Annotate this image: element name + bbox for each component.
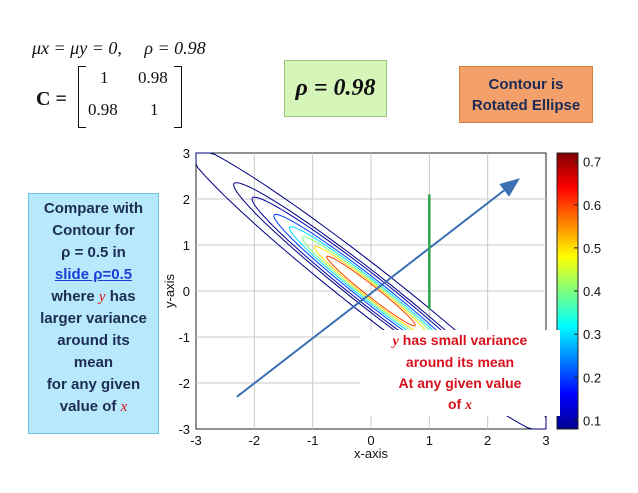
matrix-cell: 0.98 [88,100,118,119]
compare-text: value of [59,398,117,415]
x-tick-label: 3 [542,433,549,448]
covariance-matrix: 1 0.98 0.98 1 [78,66,182,130]
colorbar-tick-label: 0.4 [583,284,601,299]
y-tick-label: -1 [178,330,190,345]
compare-line: for any given [46,376,141,393]
colorbar-tick-label: 0.2 [583,370,601,385]
y-tick-label: 0 [183,284,190,299]
compare-line: larger variance [40,310,147,327]
contour-box-line: Contour is [488,75,564,93]
rho-box: ρ = 0.98 [284,60,387,117]
compare-line: Contour for [52,222,135,239]
x-tick-label: -1 [307,433,319,448]
compare-line: value of x [29,396,158,418]
matrix-cell: 1 [150,100,159,119]
compare-variable: x [120,399,128,415]
y-tick-label: -2 [178,376,190,391]
compare-line: around its [57,332,130,349]
x-tick-label: 2 [484,433,491,448]
annotation-variable: y [392,334,399,349]
annotation-line: of x [360,394,560,416]
matrix-cell: 0.98 [138,68,168,87]
compare-variable: y [98,289,106,305]
colorbar-tick-label: 0.3 [583,327,601,342]
annotation-line: At any given value [398,375,522,391]
y-axis-label: y-axis [162,274,177,308]
colorbar-tick-label: 0.7 [583,155,601,170]
compare-text: has [109,288,136,305]
annotation-text: has small variance [402,332,528,348]
colorbar-tick-label: 0.1 [583,413,601,428]
contour-line [314,245,428,337]
annotation-line: around its mean [405,354,515,370]
contour-box-line: Rotated Ellipse [471,96,581,114]
compare-line: mean [73,354,114,371]
compare-line: ρ = 0.5 in [61,244,126,261]
x-tick-label: 1 [426,433,433,448]
contour-box: Contour is Rotated Ellipse [459,66,593,123]
right-bracket [174,66,182,128]
compare-box: Compare with Contour for ρ = 0.5 in slid… [28,193,159,434]
mu-equation: μx = μy = 0, [32,38,122,58]
x-axis-label: x-axis [354,446,388,461]
matrix-cell: 1 [100,68,109,87]
colorbar-tick-label: 0.6 [583,198,601,213]
variance-annotation: y has small variance around its mean At … [360,330,560,416]
x-tick-label: -2 [249,433,261,448]
compare-line: where y has [29,286,158,308]
colorbar-tick-label: 0.5 [583,241,601,256]
mean-equation: μx = μy = 0, ρ = 0.98 [32,38,206,59]
annotation-variable: x [465,398,473,413]
x-tick-label: 0 [367,433,374,448]
axis-ticks: -3 -2 -1 0 1 2 3 -3 -2 -1 0 1 2 3 [178,146,549,448]
y-tick-label: 2 [183,192,190,207]
annotation-text: of [447,396,462,412]
compare-line: Compare with [43,200,144,217]
rho-equation: ρ = 0.98 [144,38,206,58]
y-tick-label: 1 [183,238,190,253]
annotation-line: y has small variance [360,330,560,352]
contour-line [326,255,416,327]
y-tick-label: -3 [178,422,190,437]
major-axis-arrow [236,178,520,398]
compare-text: where [51,288,95,305]
x-tick-label: -3 [190,433,202,448]
colorbar-ticks: 0.1 0.2 0.3 0.4 0.5 0.6 0.7 [574,155,601,428]
matrix-label: C = [36,88,67,110]
left-bracket [78,66,86,128]
slide-link[interactable]: slide ρ=0.5 [54,266,133,283]
y-tick-label: 3 [183,146,190,161]
